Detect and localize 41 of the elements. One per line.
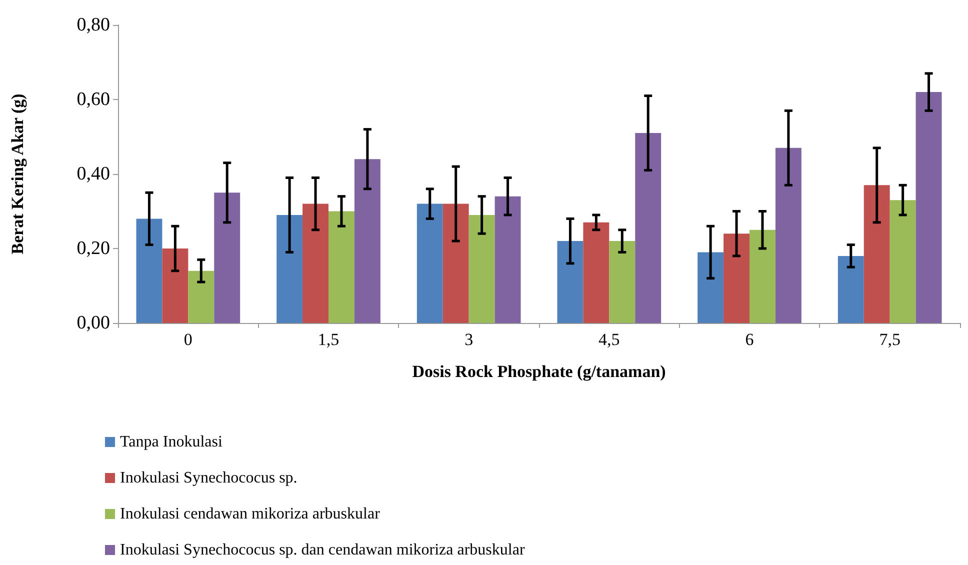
x-tick-label: 4,5 (598, 330, 620, 349)
legend-label: Inokulasi Synechococus sp. dan cendawan mikoriza arbuskular (120, 542, 526, 558)
legend-label: Inokulasi Synechococus sp. (120, 470, 298, 486)
x-axis-title: Dosis Rock Phosphate (g/tanaman) (412, 362, 666, 381)
x-tick-label: 6 (745, 330, 754, 349)
x-tick-label: 7,5 (879, 330, 900, 349)
bar (442, 204, 469, 323)
bar (750, 230, 776, 323)
bar (724, 234, 750, 323)
bar (468, 214, 495, 323)
bar (328, 211, 354, 323)
bar (416, 204, 443, 323)
bar (302, 204, 328, 323)
y-tick-label: 0,20 (76, 238, 110, 259)
legend-label: Inokulasi cendawan mikoriza arbuskular (120, 506, 381, 522)
bar (698, 252, 724, 323)
bar (864, 185, 890, 323)
bar (136, 218, 162, 323)
y-tick-label: 0,40 (76, 164, 110, 184)
bar (775, 148, 802, 323)
bar (890, 200, 916, 323)
y-tick-label: 0,80 (76, 14, 110, 36)
legend-label: Tanpa Inokulasi (120, 434, 223, 450)
bar (609, 241, 636, 323)
x-tick-label: 0 (184, 330, 192, 349)
x-tick-label: 1,5 (318, 330, 340, 349)
bar (354, 159, 380, 323)
y-axis-title: Berat Kering Akar (g) (8, 94, 27, 254)
bar (583, 222, 610, 323)
bar (214, 192, 240, 323)
bar (916, 92, 942, 323)
bar (557, 241, 584, 323)
bar (188, 270, 214, 323)
x-tick-label: 3 (464, 330, 474, 349)
y-tick-label: 0,60 (76, 89, 110, 110)
bar (494, 196, 521, 323)
bar (162, 248, 188, 323)
y-tick-label: 0,00 (76, 312, 110, 334)
bar (635, 133, 662, 323)
bar (276, 214, 303, 323)
bar (838, 256, 864, 323)
